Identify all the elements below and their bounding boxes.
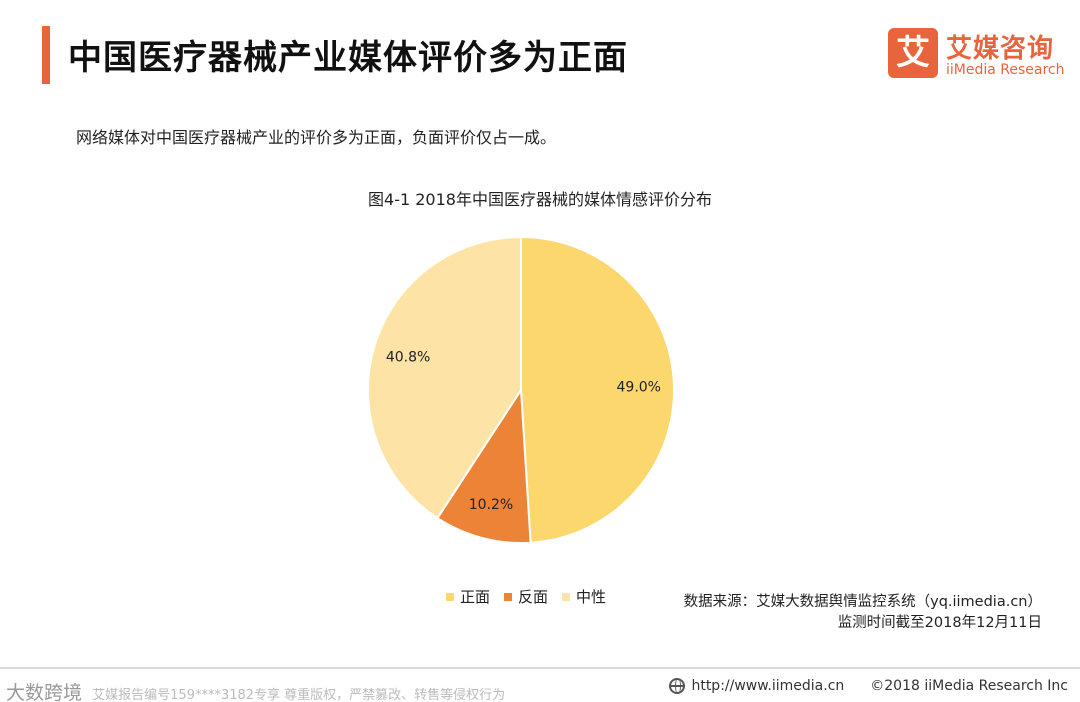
legend-label-neutral: 中性 bbox=[576, 588, 607, 606]
pie-label-neutral: 40.8% bbox=[386, 349, 430, 365]
monitor-date-line: 监测时间截至2018年12月11日 bbox=[837, 615, 1042, 631]
legend-swatch-positive bbox=[446, 592, 454, 601]
footer-right: http://www.iimedia.cn ©2018 iiMedia Rese… bbox=[669, 678, 1068, 694]
report-notice: 艾媒报告编号159****3182专享 尊重版权，严禁篡改、转售等侵权行为 bbox=[92, 688, 506, 702]
legend-item-negative: 反面 bbox=[504, 586, 548, 607]
footer-url[interactable]: http://www.iimedia.cn bbox=[691, 678, 845, 694]
footer-copyright: ©2018 iiMedia Research Inc bbox=[870, 678, 1068, 694]
footer-divider bbox=[0, 667, 1080, 669]
watermark-text: 大数跨境 bbox=[6, 682, 83, 702]
iimedia-logo: 艾 艾媒咨询 iiMedia Research bbox=[888, 28, 1065, 82]
page-title: 中国医疗器械产业媒体评价多为正面 bbox=[68, 38, 628, 78]
legend-item-positive: 正面 bbox=[446, 586, 490, 607]
logo-mark: 艾 bbox=[888, 28, 938, 78]
chart-title: 图4-1 2018年中国医疗器械的媒体情感评价分布 bbox=[368, 190, 712, 209]
legend-swatch-negative bbox=[504, 592, 513, 601]
pie-slice-positive bbox=[520, 235, 675, 544]
logo-name-cn: 艾媒咨询 bbox=[946, 34, 1055, 64]
legend-label-negative: 反面 bbox=[518, 588, 549, 606]
pie-slice-negative bbox=[436, 386, 532, 544]
legend-swatch-neutral bbox=[562, 592, 571, 601]
logo-name-en: iiMedia Research bbox=[946, 62, 1065, 78]
page-subtitle: 网络媒体对中国医疗器械产业的评价多为正面，负面评价仅占一成。 bbox=[76, 128, 557, 147]
title-accent-bar bbox=[42, 26, 50, 84]
chart-legend: 正面 反面 中性 bbox=[446, 586, 606, 607]
pie-label-negative: 10.2% bbox=[469, 497, 513, 513]
footer-left: 大数跨境 艾媒报告编号159****3182专享 尊重版权，严禁篡改、转售等侵权… bbox=[6, 678, 505, 702]
globe-icon bbox=[669, 678, 686, 694]
data-source: 数据来源：艾媒大数据舆情监控系统（yq.iimedia.cn） 监测时间截至20… bbox=[684, 592, 1042, 634]
pie-slice-neutral bbox=[367, 235, 522, 520]
source-line: 数据来源：艾媒大数据舆情监控系统（yq.iimedia.cn） bbox=[683, 594, 1042, 610]
legend-label-positive: 正面 bbox=[460, 588, 491, 606]
legend-item-neutral: 中性 bbox=[562, 586, 606, 607]
pie-label-positive: 49.0% bbox=[617, 379, 661, 395]
